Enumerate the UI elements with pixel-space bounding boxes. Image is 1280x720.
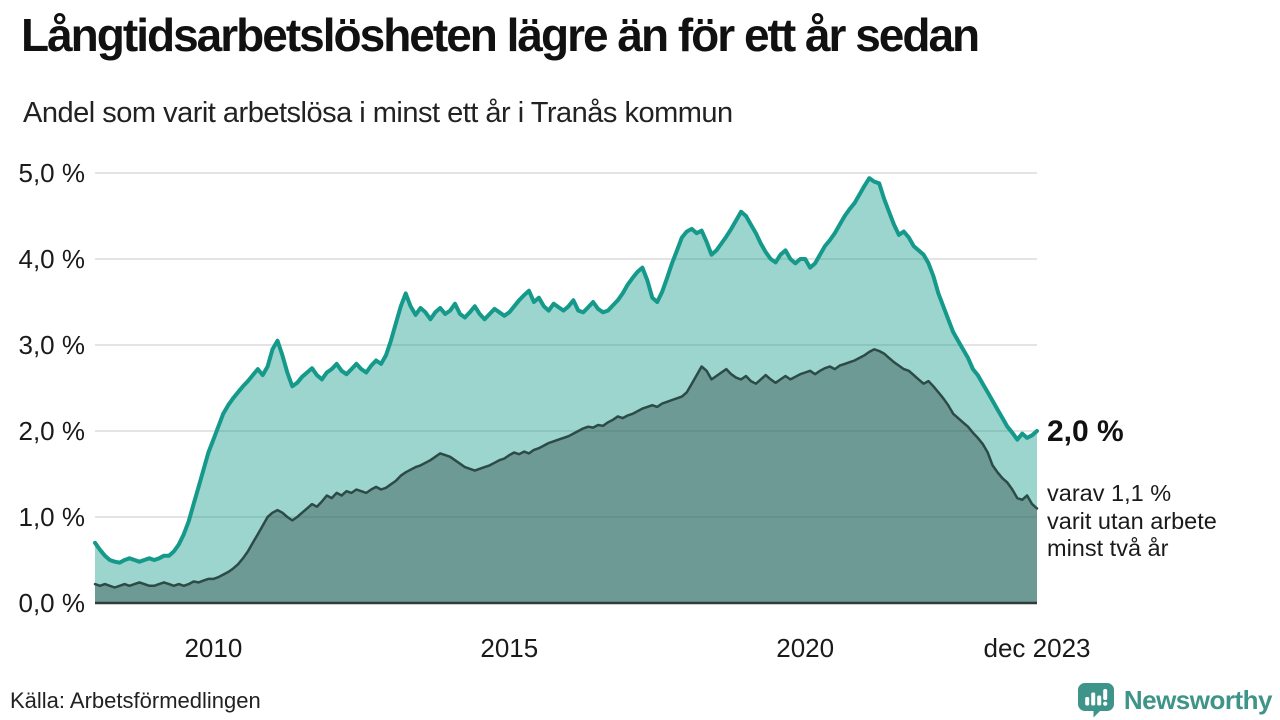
annotation-detail-line: varav 1,1 % [1047,480,1172,506]
series-line-2 [93,348,1039,589]
series-line-1 [93,176,1039,565]
end-value-label: 2,0 % [1047,415,1124,448]
page-subtitle: Andel som varit arbetslösa i minst ett å… [23,97,733,129]
y-tick-label: 4,0 % [18,244,86,274]
newsworthy-logo-icon [1077,683,1114,718]
annotation-detail-line: minst två år [1047,535,1169,561]
series-lines [93,176,1039,589]
x-tick-label: 2010 [184,633,243,663]
brand-name: Newsworthy [1123,684,1273,715]
x-tick-label: 2020 [776,633,835,663]
y-tick-label: 0,0 % [18,588,86,618]
brand-logo[interactable]: Newsworthy [1077,682,1273,718]
y-tick-label: 1,0 % [18,502,86,532]
y-tick-label: 2,0 % [18,416,86,446]
x-tick-label: dec 2023 [983,633,1091,663]
y-tick-label: 5,0 % [18,158,86,188]
source-label: Källa: Arbetsförmedlingen [10,688,261,713]
annotation-detail-line: varit utan arbete [1047,507,1217,534]
gridlines [95,172,1037,518]
page-title: Långtidsarbetslösheten lägre än för ett … [21,9,980,61]
series-fills [95,178,1037,603]
x-tick-label: 2015 [480,633,539,663]
annotation-detail: varav 1,1 % varit utan arbete minst två … [1047,480,1217,563]
y-tick-label: 3,0 % [18,330,86,360]
series-area-2 [95,349,1037,603]
